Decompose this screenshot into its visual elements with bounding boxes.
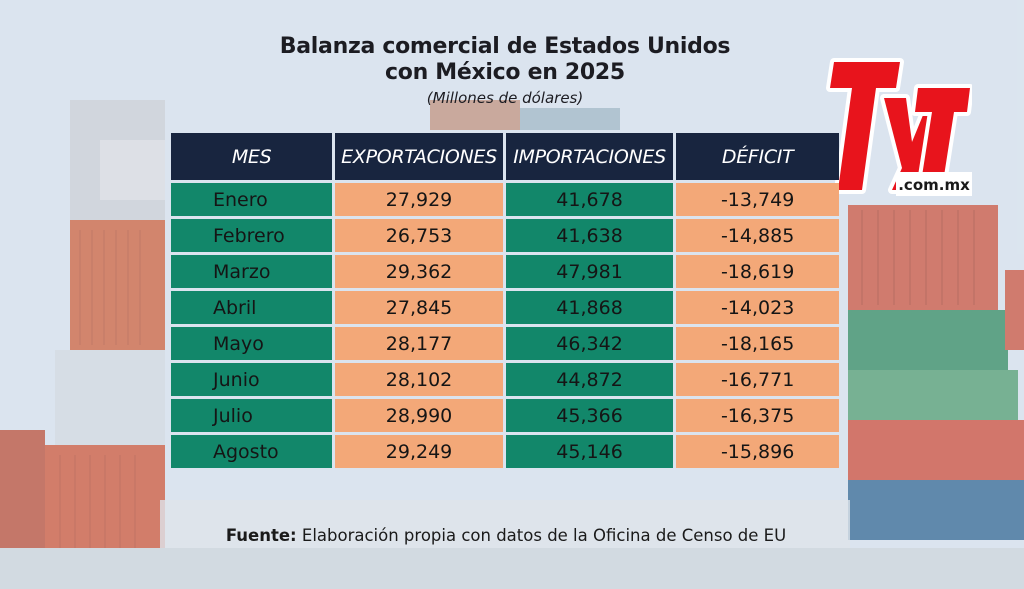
cell-exportaciones: 26,753 bbox=[335, 219, 503, 252]
tyt-logo: .com.mx bbox=[826, 58, 972, 196]
cell-importaciones: 41,678 bbox=[505, 183, 674, 216]
cell-importaciones: 44,872 bbox=[505, 363, 674, 396]
cell-deficit: -15,896 bbox=[676, 435, 839, 468]
table-row: Mayo 28,177 46,342 -18,165 bbox=[171, 327, 839, 360]
source-note: Fuente: Elaboración propia con datos de … bbox=[170, 526, 842, 545]
table-row: Enero 27,929 41,678 -13,749 bbox=[171, 183, 839, 216]
table-row: Agosto 29,249 45,146 -15,896 bbox=[171, 435, 839, 468]
cell-exportaciones: 29,362 bbox=[335, 255, 503, 288]
cell-deficit: -16,771 bbox=[676, 363, 839, 396]
cell-mes: Julio bbox=[171, 399, 333, 432]
cell-mes: Junio bbox=[171, 363, 333, 396]
cell-importaciones: 47,981 bbox=[505, 255, 674, 288]
header-importaciones: IMPORTACIONES bbox=[505, 133, 674, 180]
cell-deficit: -18,619 bbox=[676, 255, 839, 288]
cell-importaciones: 45,146 bbox=[505, 435, 674, 468]
source-label: Fuente: bbox=[225, 526, 297, 545]
cell-exportaciones: 27,845 bbox=[335, 291, 503, 324]
cell-deficit: -18,165 bbox=[676, 327, 839, 360]
cell-deficit: -16,375 bbox=[676, 399, 839, 432]
cell-exportaciones: 27,929 bbox=[335, 183, 503, 216]
header-mes: MES bbox=[171, 133, 333, 180]
cell-exportaciones: 29,249 bbox=[335, 435, 503, 468]
source-text: Elaboración propia con datos de la Ofici… bbox=[301, 526, 787, 545]
trade-balance-table: MES EXPORTACIONES IMPORTACIONES DÉFICIT … bbox=[168, 130, 842, 471]
cell-mes: Febrero bbox=[171, 219, 333, 252]
table-header-row: MES EXPORTACIONES IMPORTACIONES DÉFICIT bbox=[171, 133, 839, 180]
cell-mes: Enero bbox=[171, 183, 333, 216]
cell-mes: Abril bbox=[171, 291, 333, 324]
chart-title-block: Balanza comercial de Estados Unidos con … bbox=[170, 34, 840, 108]
cell-exportaciones: 28,177 bbox=[335, 327, 503, 360]
cell-importaciones: 41,638 bbox=[505, 219, 674, 252]
table-row: Febrero 26,753 41,638 -14,885 bbox=[171, 219, 839, 252]
table-row: Junio 28,102 44,872 -16,771 bbox=[171, 363, 839, 396]
table-row: Abril 27,845 41,868 -14,023 bbox=[171, 291, 839, 324]
cell-mes: Mayo bbox=[171, 327, 333, 360]
logo-domain: .com.mx bbox=[898, 176, 970, 194]
cell-importaciones: 41,868 bbox=[505, 291, 674, 324]
cell-importaciones: 46,342 bbox=[505, 327, 674, 360]
table-row: Julio 28,990 45,366 -16,375 bbox=[171, 399, 839, 432]
cell-mes: Agosto bbox=[171, 435, 333, 468]
cell-exportaciones: 28,102 bbox=[335, 363, 503, 396]
header-exportaciones: EXPORTACIONES bbox=[335, 133, 503, 180]
chart-subtitle: (Millones de dólares) bbox=[426, 89, 584, 107]
chart-title-line-2: con México en 2025 bbox=[385, 60, 625, 85]
cell-importaciones: 45,366 bbox=[505, 399, 674, 432]
cell-mes: Marzo bbox=[171, 255, 333, 288]
cell-deficit: -13,749 bbox=[676, 183, 839, 216]
cell-exportaciones: 28,990 bbox=[335, 399, 503, 432]
chart-title-line-1: Balanza comercial de Estados Unidos bbox=[279, 34, 731, 59]
header-deficit: DÉFICIT bbox=[676, 133, 839, 180]
table-row: Marzo 29,362 47,981 -18,619 bbox=[171, 255, 839, 288]
cell-deficit: -14,023 bbox=[676, 291, 839, 324]
cell-deficit: -14,885 bbox=[676, 219, 839, 252]
